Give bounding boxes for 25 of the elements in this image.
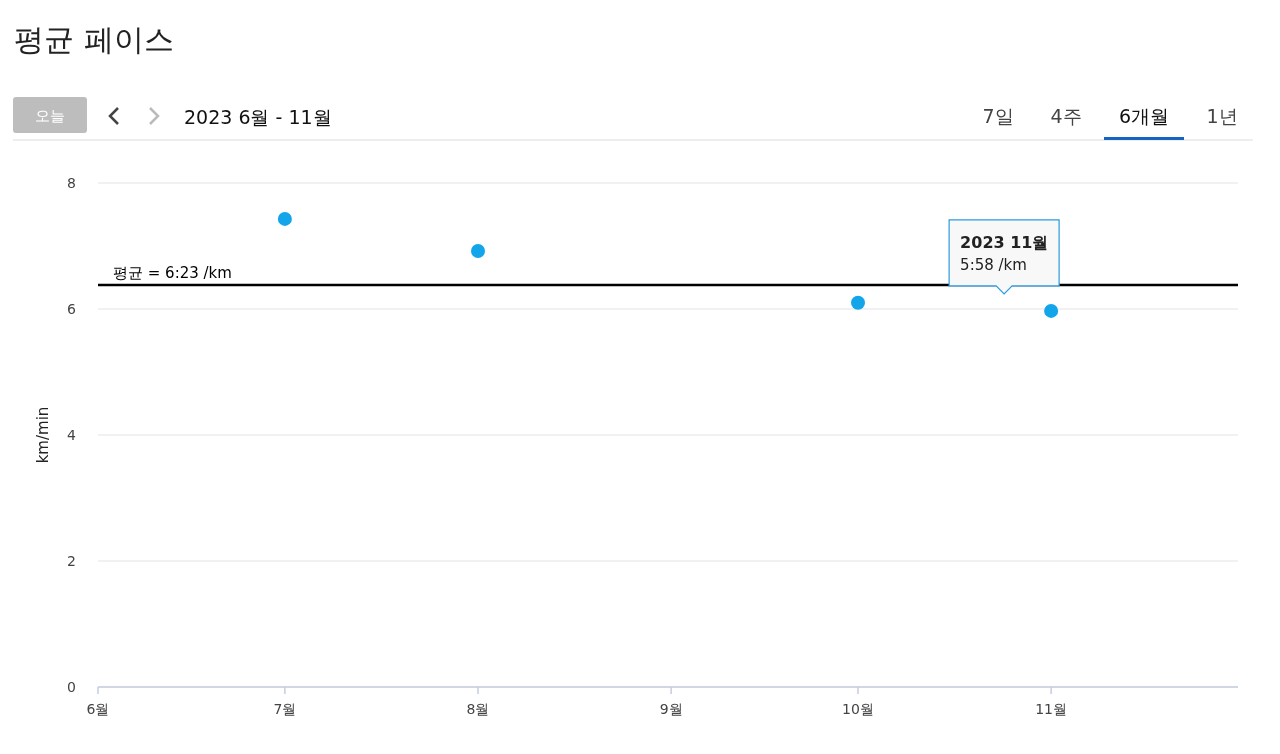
y-tick-label: 4: [67, 427, 77, 443]
x-tick-label: 7월: [273, 701, 297, 717]
x-tick-label: 11월: [1035, 701, 1068, 717]
text: 7일: [982, 105, 1014, 127]
chart-subtitle: 2023 6월 - 11월: [184, 106, 332, 128]
x-tick-label: 6월: [86, 701, 110, 717]
text: 1년: [1206, 105, 1238, 127]
text: 6개월: [1118, 105, 1170, 127]
annotation: 2023 11월 5:58 /km: [960, 232, 1049, 274]
y-tick-label: 6: [67, 301, 77, 317]
y-axis-title: km/min: [34, 406, 52, 464]
y-tick-label: 8: [67, 175, 76, 191]
ref-line-label: 평균 = 6:23 /km: [113, 264, 232, 283]
point: [1044, 303, 1059, 318]
y-tick-label: 2: [67, 553, 76, 569]
x-tick-label: 10월: [842, 701, 874, 717]
chart-title: 평균 페이스: [14, 22, 174, 57]
x-tick-label: 8월: [466, 701, 490, 717]
text: 오늘: [35, 107, 65, 125]
point: [277, 211, 292, 226]
x-tick-label: 9월: [659, 701, 683, 717]
point: [471, 244, 485, 259]
point: [851, 295, 865, 310]
text: 4주: [1050, 105, 1082, 127]
y-tick-label: 0: [67, 679, 76, 695]
